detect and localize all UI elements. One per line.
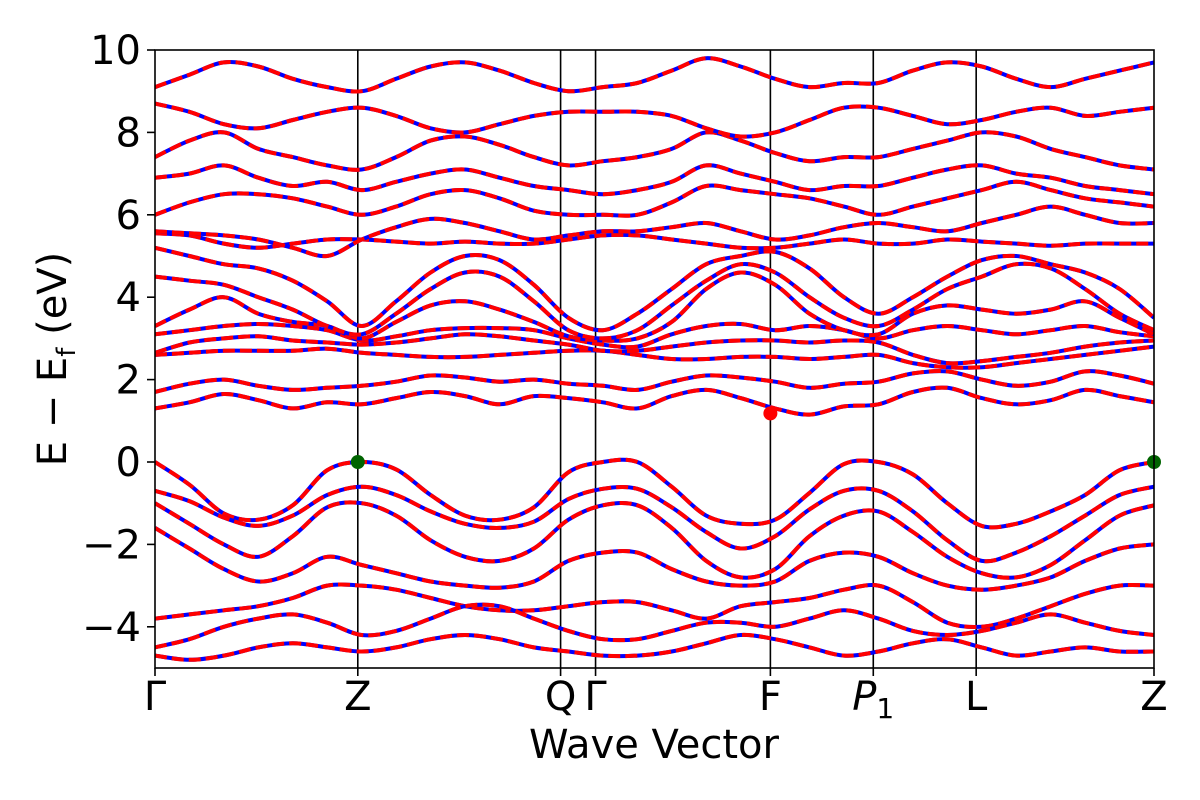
- plot-frame: [154, 49, 1155, 669]
- band-model-11: [155, 321, 1154, 350]
- band-model-8: [155, 369, 1154, 394]
- band-model-9: [155, 344, 1154, 370]
- x-axis-ticks: Γ Z Q Γ F P1 L Z: [144, 668, 1168, 725]
- band-model-16: [155, 204, 1154, 259]
- band-model-15: [155, 231, 1154, 251]
- y-tick-label-1: −2: [82, 522, 141, 568]
- y-axis-label-subscript: f: [52, 347, 82, 357]
- band-model-6: [155, 632, 1154, 662]
- band-lines: [155, 56, 1154, 662]
- y-axis-label-unit: (eV): [30, 252, 76, 348]
- y-tick-label-7: 10: [90, 28, 141, 74]
- y-tick-label-3: 2: [116, 358, 141, 404]
- y-axis-ticks: −4 −2 0 2 4 6 8 10: [82, 28, 155, 651]
- band-model-17: [155, 179, 1154, 218]
- x-tick-label-5: P1: [852, 674, 894, 725]
- y-tick-label-5: 6: [116, 193, 141, 239]
- y-tick-label-4: 4: [116, 275, 141, 321]
- band-model-21: [155, 56, 1154, 94]
- x-tick-label-7: Z: [1140, 674, 1167, 720]
- x-tick-label-4: F: [759, 674, 782, 720]
- band-model-4: [155, 582, 1154, 630]
- band-model-14: [155, 245, 1154, 333]
- y-tick-label-2: 0: [116, 440, 141, 486]
- band-model-1: [155, 484, 1154, 564]
- band-model-0: [155, 457, 1154, 530]
- x-tick-label-0: Γ: [144, 674, 167, 720]
- x-tick-label-3: Γ: [584, 674, 607, 720]
- y-tick-label-0: −4: [82, 605, 141, 651]
- band-model-7: [155, 385, 1154, 417]
- band-model-5: [155, 602, 1154, 650]
- band-model-2: [155, 500, 1154, 580]
- band-model-19: [155, 130, 1154, 172]
- y-tick-label-6: 8: [116, 110, 141, 156]
- band-model-20: [155, 101, 1154, 139]
- band-model-3: [155, 526, 1154, 592]
- band-model-18: [155, 163, 1154, 197]
- x-axis-label: Wave Vector: [529, 722, 780, 768]
- x-tick-label-2: Q: [545, 674, 576, 720]
- x-tick-label-1: Z: [344, 674, 371, 720]
- y-axis-label: E − Ef (eV): [30, 252, 82, 467]
- band-model-13: [155, 261, 1154, 341]
- band-model-10: [155, 332, 1154, 366]
- vbm-marker-0: [350, 455, 365, 469]
- cbm-marker-2: [763, 406, 778, 421]
- x-tick-label-6: L: [965, 674, 988, 720]
- y-axis-label-main: E − E: [30, 357, 76, 467]
